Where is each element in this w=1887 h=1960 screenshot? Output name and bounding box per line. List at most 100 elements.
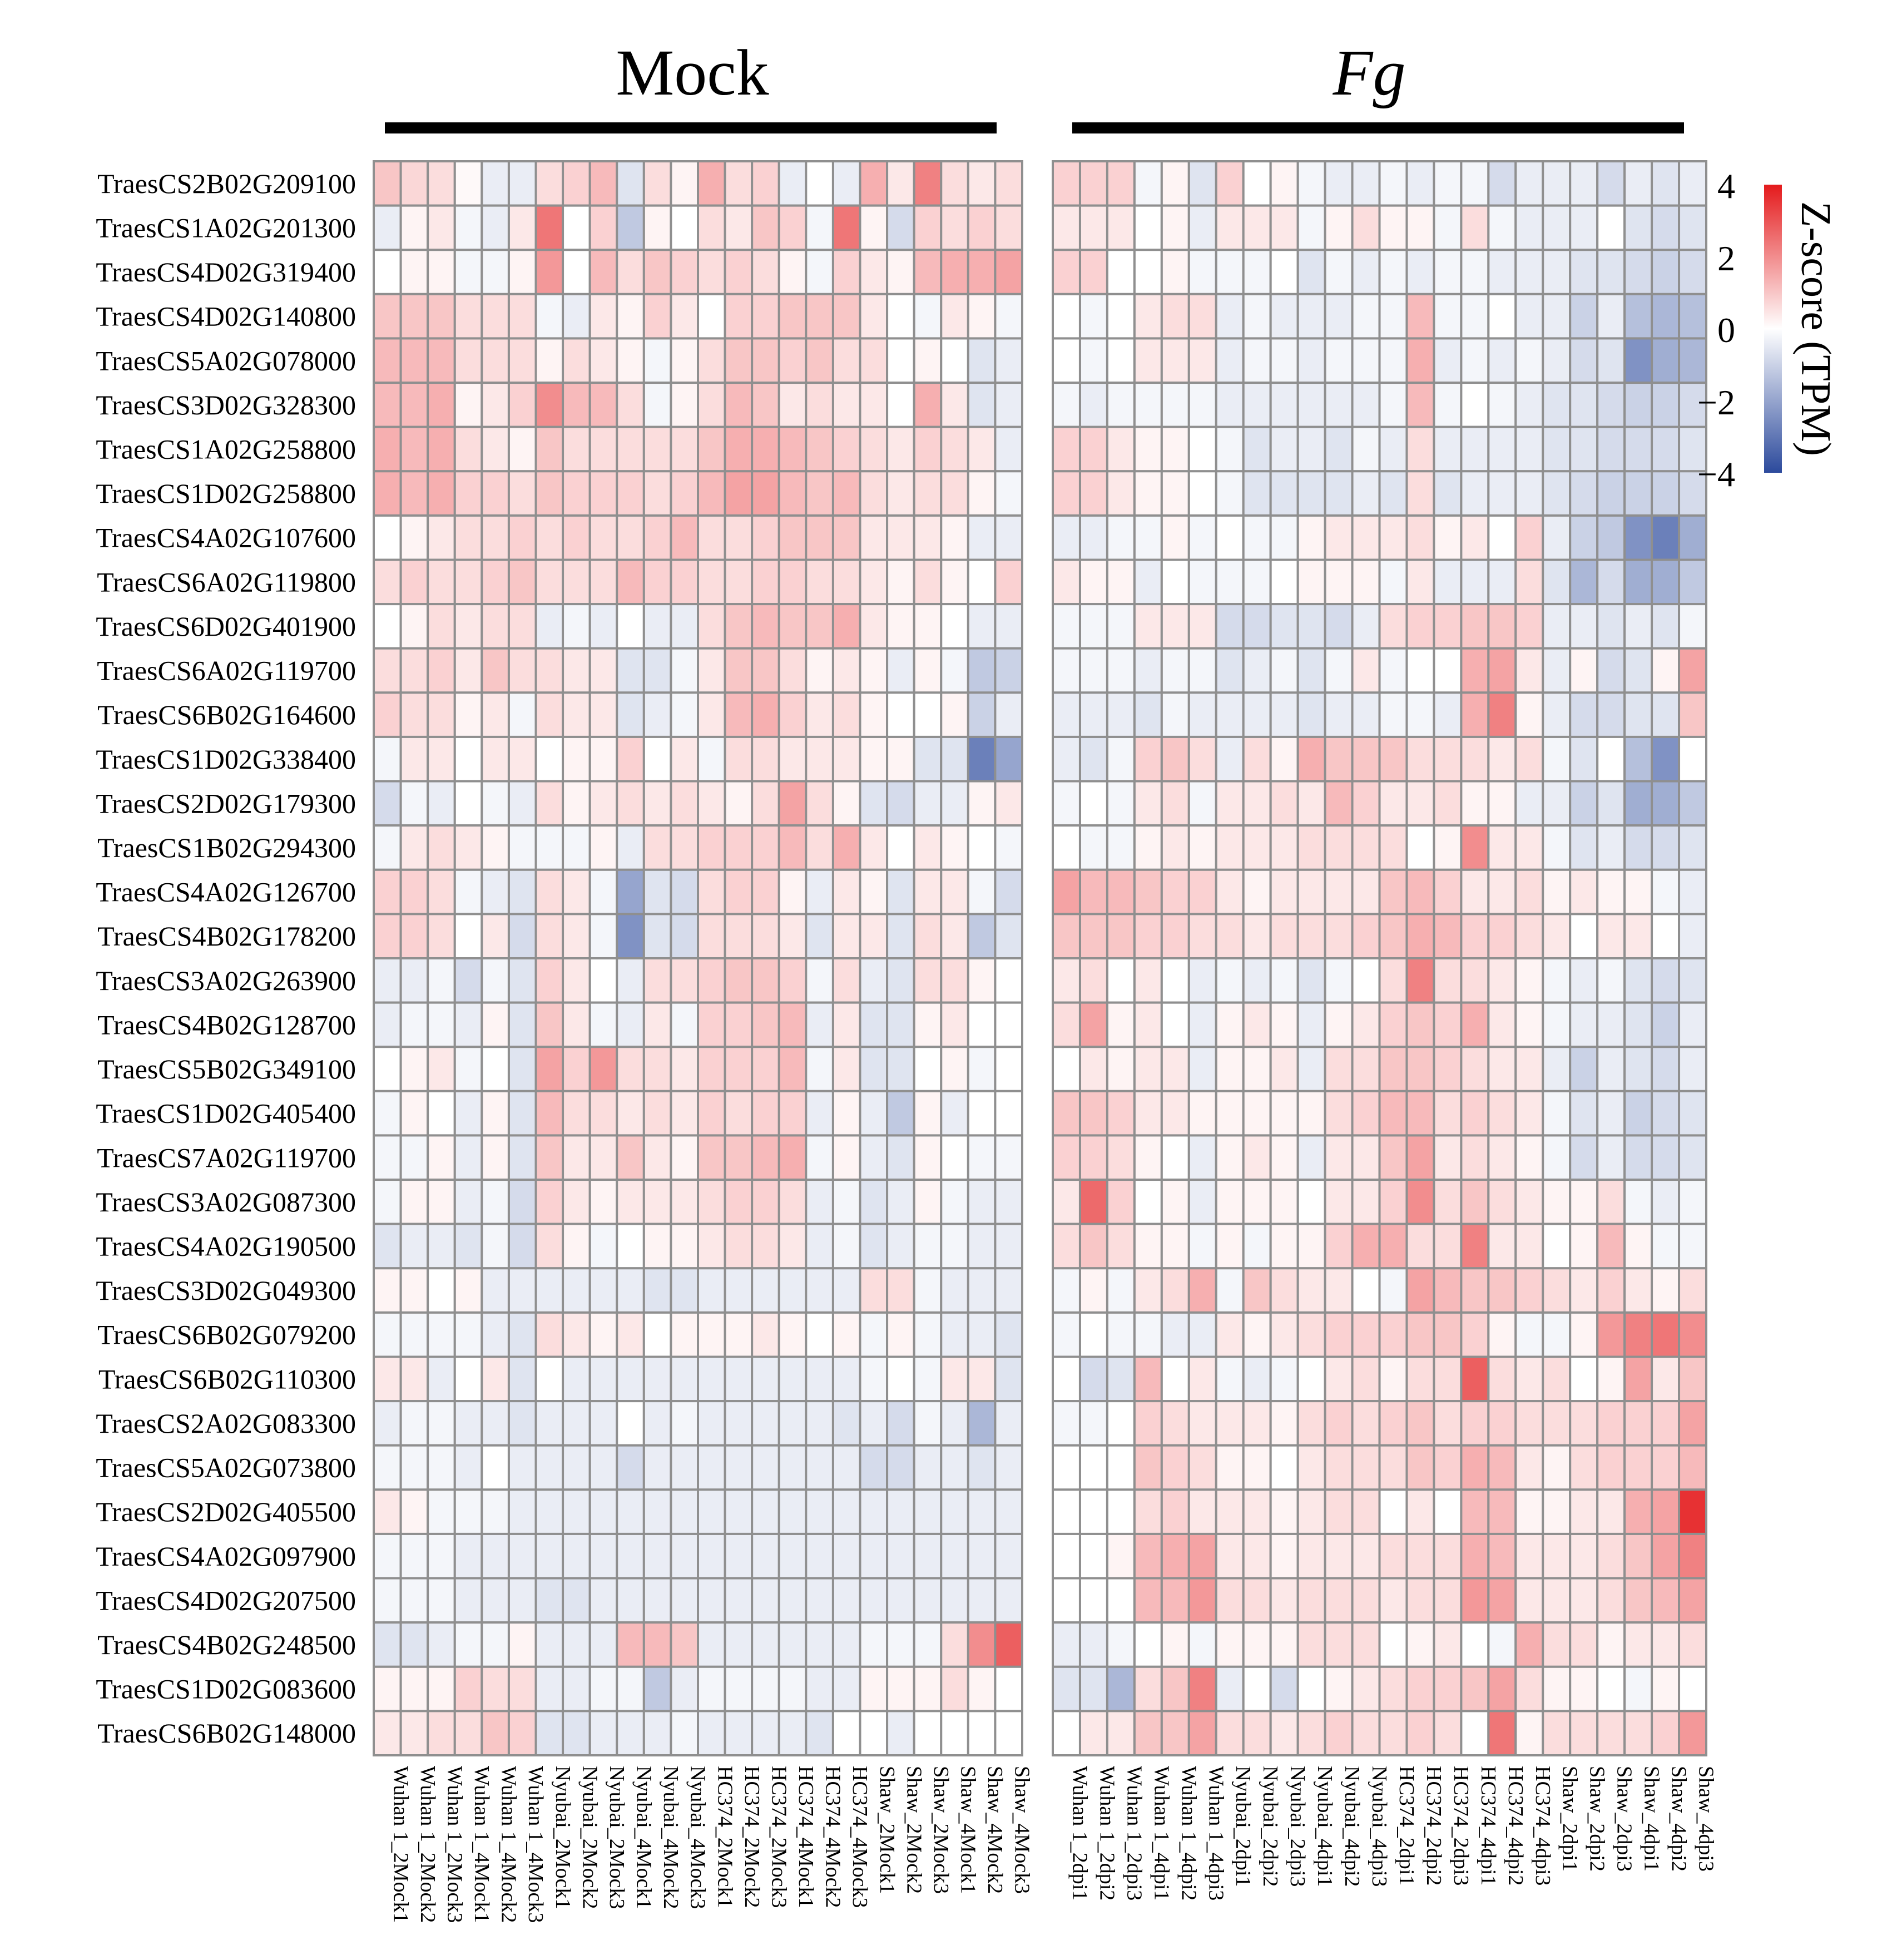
heatmap-cell bbox=[1623, 691, 1653, 738]
heatmap-cell bbox=[1078, 1532, 1108, 1580]
heatmap-cell bbox=[1187, 1532, 1217, 1580]
heatmap-cell bbox=[697, 160, 726, 207]
heatmap-cell bbox=[642, 1621, 672, 1668]
heatmap-cell bbox=[1405, 425, 1435, 473]
heatmap-cell bbox=[670, 1090, 700, 1137]
heatmap-cell bbox=[1405, 1355, 1435, 1403]
heatmap-cell bbox=[994, 1222, 1024, 1270]
heatmap-cell bbox=[777, 603, 808, 650]
heatmap-cell bbox=[427, 1001, 456, 1048]
heatmap-cell bbox=[1187, 1001, 1217, 1048]
heatmap-cell bbox=[453, 1311, 483, 1358]
heatmap-cell bbox=[1460, 514, 1490, 561]
heatmap-cell bbox=[940, 425, 969, 473]
heatmap-cell bbox=[805, 780, 834, 827]
column-label: Shaw_2dpi2 bbox=[1586, 1766, 1609, 1872]
heatmap-cell bbox=[1460, 160, 1490, 207]
heatmap-cell bbox=[1596, 1311, 1626, 1358]
heatmap-cell bbox=[453, 1621, 483, 1668]
heatmap-cell bbox=[967, 647, 997, 694]
heatmap-cell bbox=[1569, 1001, 1599, 1048]
heatmap-cell bbox=[1542, 1710, 1572, 1756]
heatmap-cell bbox=[1405, 913, 1435, 960]
heatmap-cell bbox=[1405, 957, 1435, 1004]
heatmap-cell bbox=[1078, 735, 1108, 783]
heatmap-cell bbox=[1187, 1488, 1217, 1535]
heatmap-cell bbox=[777, 913, 808, 960]
heatmap-cell bbox=[507, 1532, 537, 1580]
heatmap-cell bbox=[1514, 824, 1544, 871]
heatmap-cell bbox=[588, 1179, 618, 1225]
heatmap-cell bbox=[697, 824, 726, 871]
heatmap-cell bbox=[967, 337, 997, 384]
heatmap-cell bbox=[1542, 1179, 1572, 1225]
heatmap-cell bbox=[751, 647, 780, 694]
heatmap-cell bbox=[1623, 868, 1653, 915]
heatmap-cell bbox=[1242, 824, 1272, 871]
heatmap-cell bbox=[507, 160, 537, 207]
column-label: Wuhan 1_2Mock3 bbox=[443, 1766, 467, 1923]
heatmap-cell bbox=[1296, 470, 1326, 517]
heatmap-cell bbox=[751, 913, 780, 960]
heatmap-cell bbox=[1651, 1488, 1681, 1535]
heatmap-cell bbox=[1378, 1400, 1408, 1447]
row-label: TraesCS4D02G207500 bbox=[96, 1585, 356, 1616]
heatmap-cell bbox=[777, 1665, 808, 1712]
heatmap-cell bbox=[1433, 1046, 1463, 1092]
heatmap-cell bbox=[1187, 558, 1217, 606]
heatmap-cell bbox=[1106, 913, 1136, 960]
heatmap-cell bbox=[967, 249, 997, 295]
heatmap-cell bbox=[670, 647, 700, 694]
heatmap-cell bbox=[1596, 1134, 1626, 1181]
heatmap-cell bbox=[1405, 824, 1435, 871]
column-label: Wuhan 1_2Mock2 bbox=[416, 1766, 439, 1923]
column-label: HC374_2Mock3 bbox=[767, 1766, 791, 1908]
heatmap-cell bbox=[1487, 1621, 1517, 1668]
heatmap-cell bbox=[1623, 780, 1653, 827]
heatmap-cell bbox=[1596, 1532, 1626, 1580]
heatmap-cell bbox=[642, 160, 672, 207]
heatmap-cell bbox=[1078, 1400, 1108, 1447]
heatmap-cell bbox=[507, 558, 537, 606]
heatmap-cell bbox=[1569, 1090, 1599, 1137]
heatmap-cell bbox=[616, 780, 645, 827]
heatmap-cell bbox=[588, 1267, 618, 1314]
heatmap-cell bbox=[831, 1532, 861, 1580]
heatmap-cell bbox=[562, 691, 591, 738]
heatmap-cell bbox=[507, 382, 537, 428]
heatmap-panel-fg bbox=[1052, 160, 1708, 1756]
heatmap-cell bbox=[886, 691, 915, 738]
column-label: Wuhan 1_4dpi3 bbox=[1204, 1766, 1227, 1900]
row-label: TraesCS4A02G190500 bbox=[96, 1231, 356, 1262]
heatmap-cell bbox=[1569, 647, 1599, 694]
heatmap-cell bbox=[588, 824, 618, 871]
heatmap-cell bbox=[1487, 1577, 1517, 1624]
heatmap-cell bbox=[724, 868, 754, 915]
heatmap-cell bbox=[777, 1311, 808, 1358]
heatmap-cell bbox=[1296, 824, 1326, 871]
heatmap-cell bbox=[831, 1134, 861, 1181]
heatmap-cell bbox=[1460, 337, 1490, 384]
heatmap-cell bbox=[399, 1488, 429, 1535]
heatmap-cell bbox=[642, 293, 672, 340]
heatmap-cell bbox=[1651, 470, 1681, 517]
heatmap-cell bbox=[1514, 735, 1544, 783]
heatmap-cell bbox=[1106, 780, 1136, 827]
heatmap-cell bbox=[1052, 647, 1081, 694]
heatmap-cell bbox=[588, 647, 618, 694]
heatmap-cell bbox=[913, 1001, 943, 1048]
heatmap-cell bbox=[642, 204, 672, 251]
heatmap-cell bbox=[1651, 1001, 1681, 1048]
heatmap-cell bbox=[940, 603, 969, 650]
heatmap-cell bbox=[427, 824, 456, 871]
heatmap-cell bbox=[886, 249, 915, 295]
heatmap-cell bbox=[831, 1222, 861, 1270]
heatmap-cell bbox=[1242, 603, 1272, 650]
heatmap-cell bbox=[1678, 1355, 1708, 1403]
heatmap-cell bbox=[1351, 824, 1381, 871]
heatmap-cell bbox=[777, 249, 808, 295]
heatmap-cell bbox=[1296, 382, 1326, 428]
heatmap-cell bbox=[1160, 558, 1190, 606]
heatmap-cell bbox=[562, 1532, 591, 1580]
heatmap-cell bbox=[1405, 735, 1435, 783]
